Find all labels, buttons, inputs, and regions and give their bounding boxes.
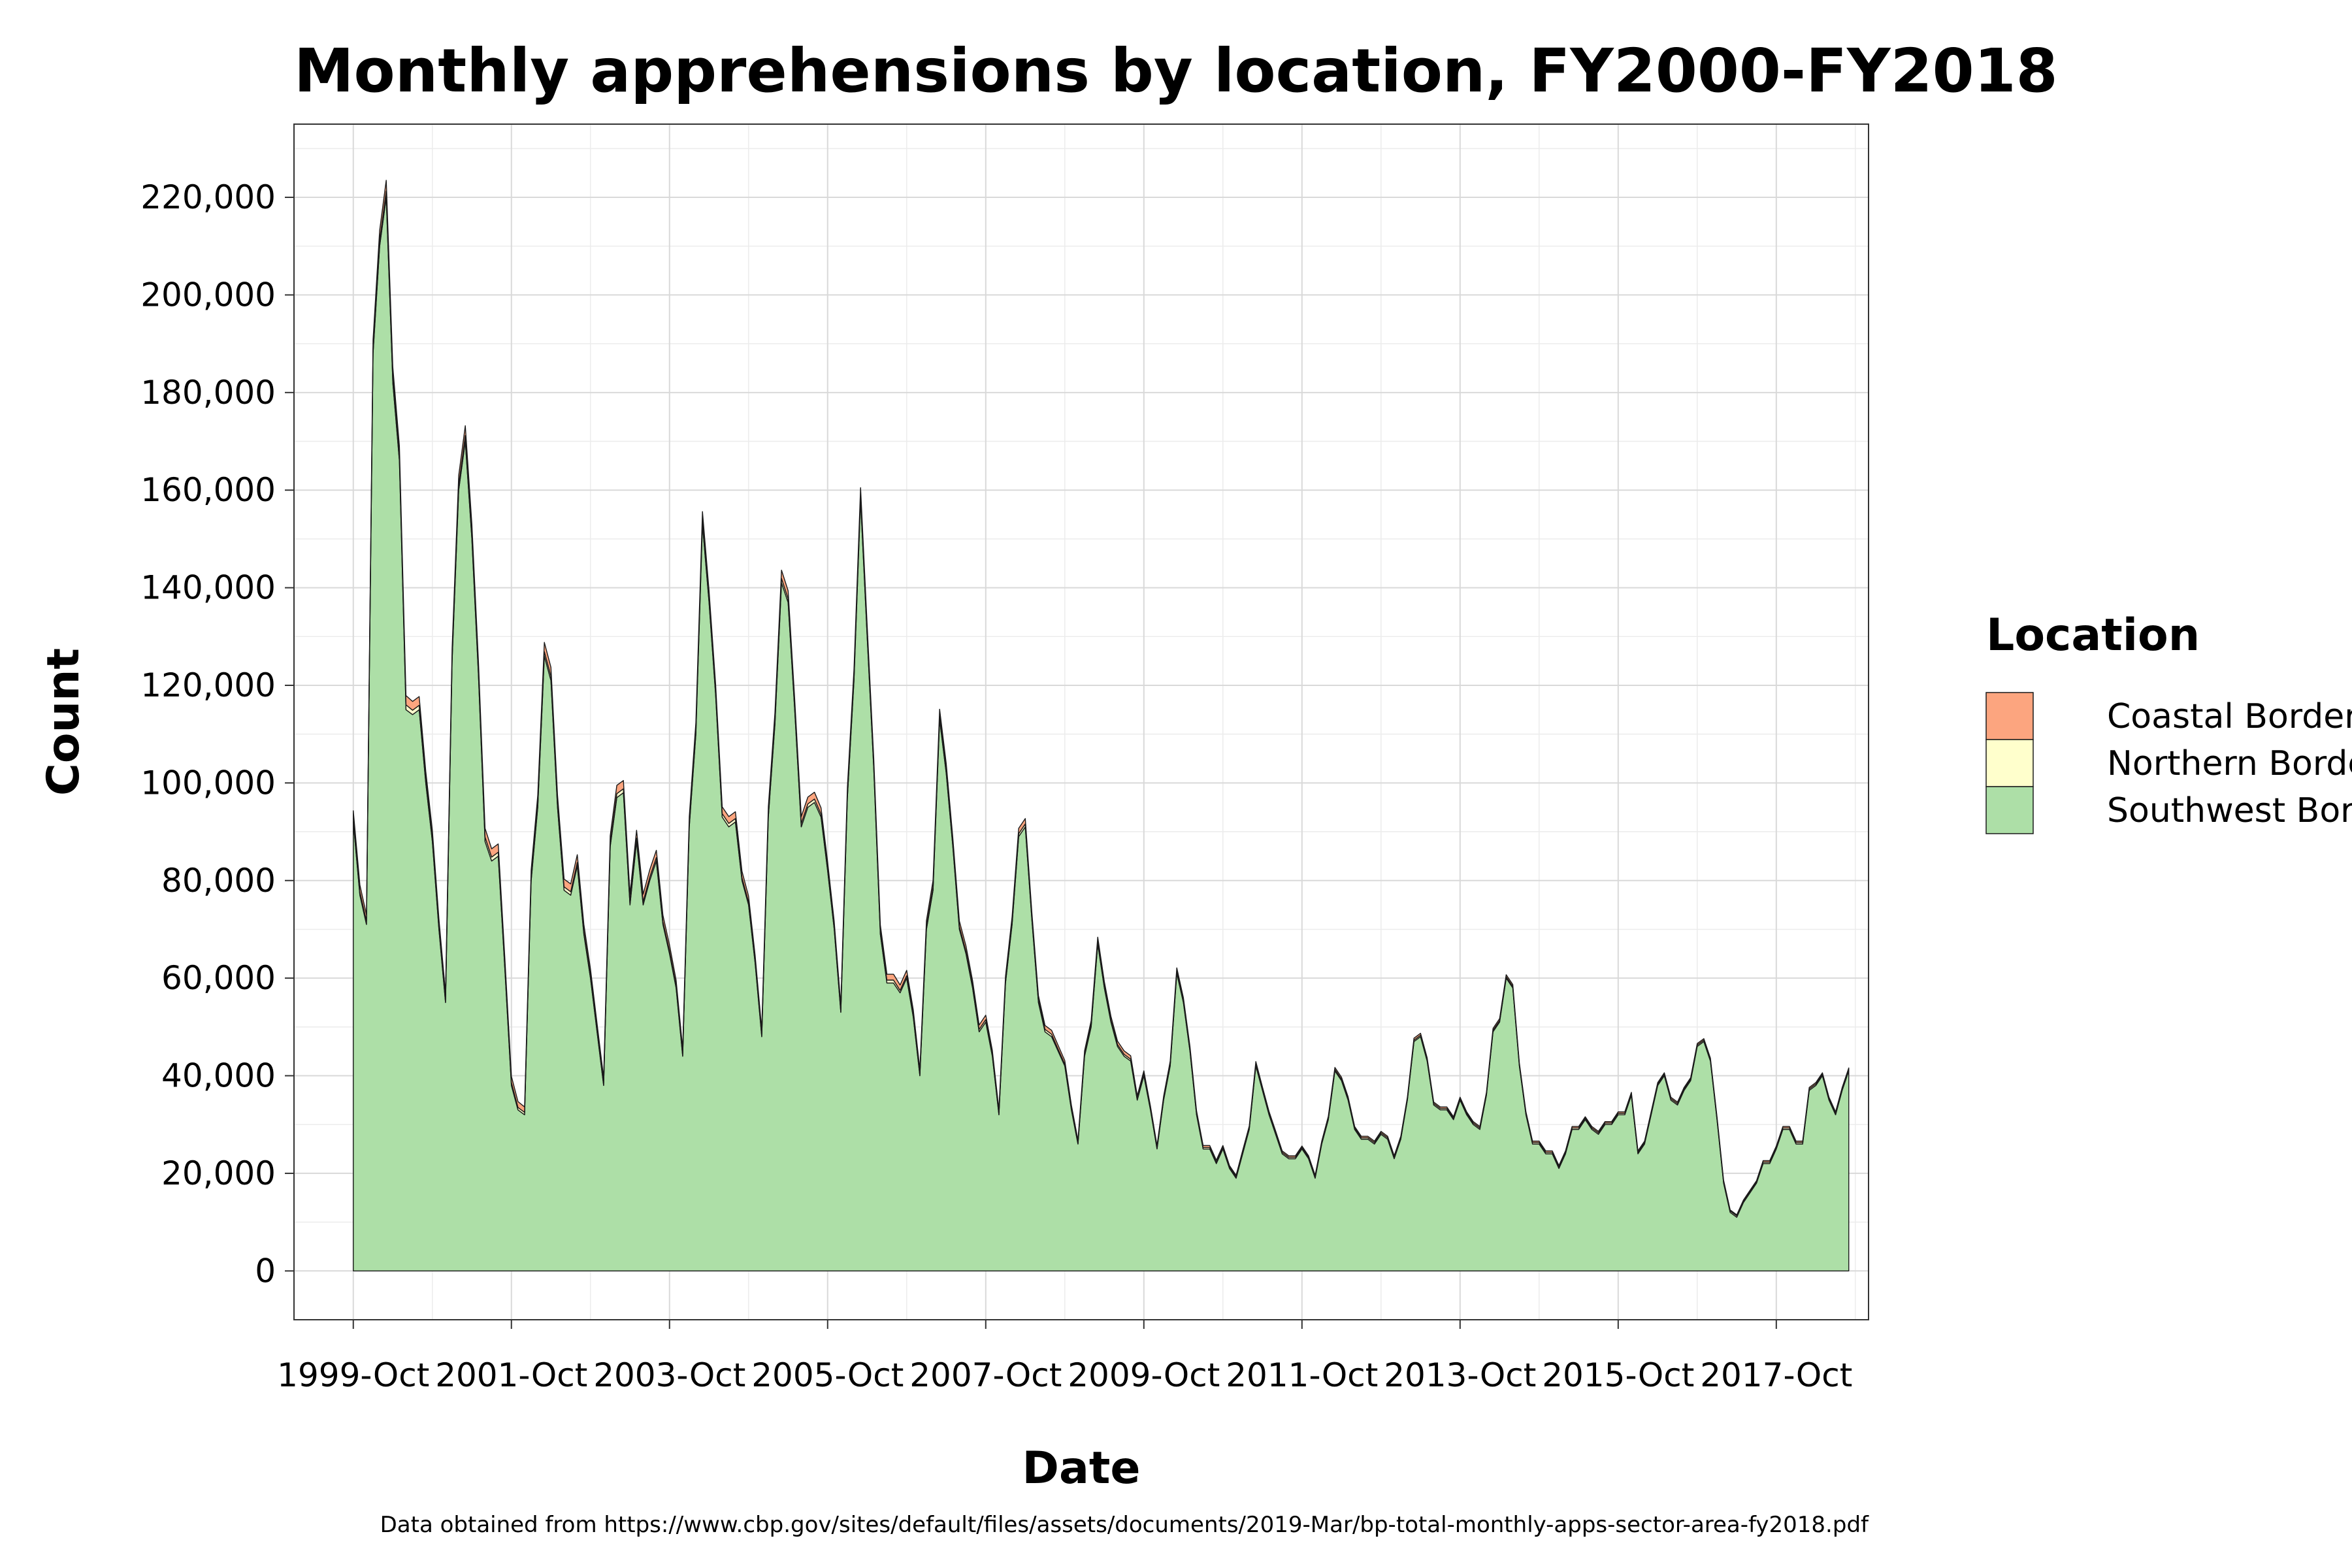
legend-key-southwest-border [1985,786,2034,834]
x-tick-label: 2003-Oct [593,1356,745,1394]
x-tick-label: 2017-Oct [1700,1356,1852,1394]
x-tick-label: 2013-Oct [1384,1356,1536,1394]
x-tick-label: 2001-Oct [435,1356,587,1394]
y-tick-label: 40,000 [161,1057,276,1095]
x-tick-label: 2009-Oct [1068,1356,1220,1394]
y-tick-label: 60,000 [161,959,276,997]
legend-key-northern-border [1985,739,2034,787]
y-axis: 0 20,000 40,000 60,000 80,000 100,000 120,000 1… [140,178,294,1290]
x-tick-label: 2007-Oct [909,1356,1062,1394]
y-tick-label: 140,000 [140,569,276,607]
area-coastal-border [353,180,1850,1217]
legend-label-northern-border: Northern Border [2107,744,2352,783]
y-tick-label: 0 [255,1252,276,1290]
chart-title: Monthly apprehensions by location, FY200… [294,36,2058,106]
y-tick-label: 80,000 [161,862,276,900]
legend: Location Coastal Border Northern Border So… [1985,610,2352,834]
panel-border [293,123,1869,1320]
legend-title: Location [1986,610,2200,661]
y-tick-label: 120,000 [140,666,276,704]
x-tick-label: 2011-Oct [1226,1356,1378,1394]
y-tick-label: 100,000 [140,764,276,802]
area-layers [353,180,1850,1272]
legend-entries: Coastal Border Northern Border Southwest B… [1985,692,2352,834]
legend-key-coastal-border [1985,692,2034,740]
legend-label-southwest-border: Southwest Border [2107,791,2352,830]
x-axis: 1999-Oct 2001-Oct 2003-Oct 2005-Oct 2007-Oct… [277,1320,1852,1394]
x-axis-title: Date [1022,1443,1141,1494]
y-tick-label: 220,000 [140,178,276,216]
x-tick-label: 2015-Oct [1542,1356,1694,1394]
plot-panel [293,123,1869,1320]
x-tick-label: 1999-Oct [277,1356,429,1394]
y-tick-label: 200,000 [140,276,276,314]
y-tick-label: 180,000 [140,374,276,412]
y-axis-title: Count [38,648,90,796]
x-tick-label: 2005-Oct [751,1356,904,1394]
legend-label-coastal-border: Coastal Border [2107,697,2352,736]
data-source-caption: Data obtained from https://www.cbp.gov/s… [380,1512,1869,1538]
y-tick-label: 160,000 [140,471,276,509]
y-tick-label: 20,000 [161,1154,276,1192]
